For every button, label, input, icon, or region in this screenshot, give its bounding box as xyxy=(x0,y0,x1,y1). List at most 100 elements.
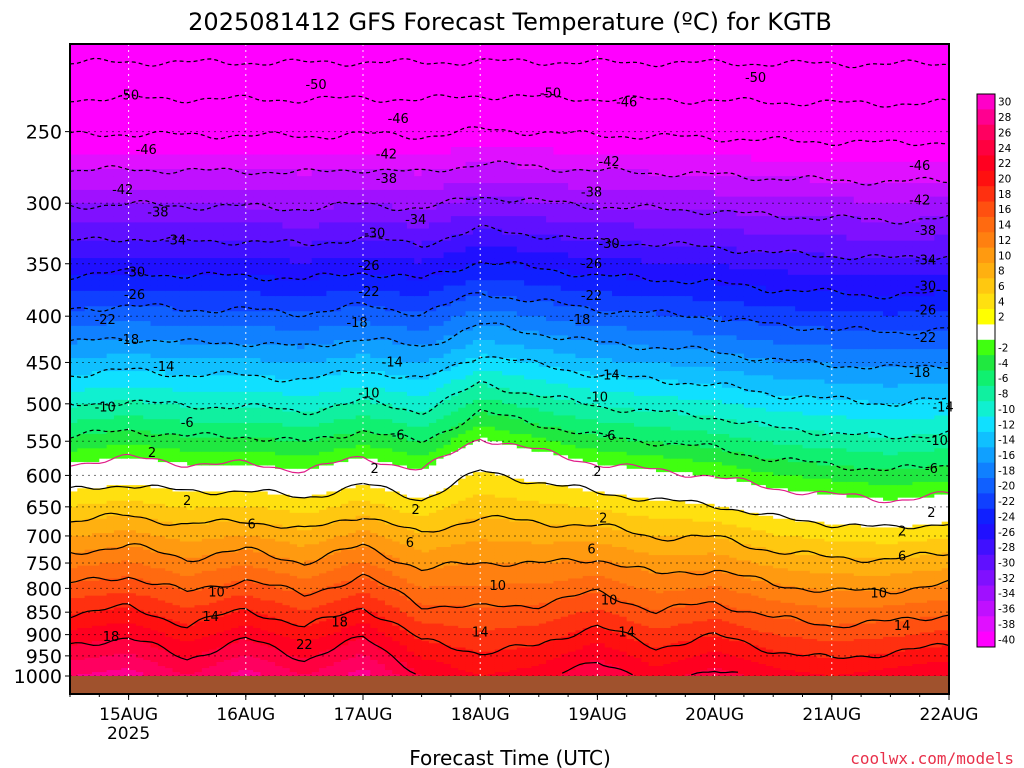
heatmap-cell xyxy=(165,475,174,480)
heatmap-cell xyxy=(70,222,78,230)
heatmap-cell xyxy=(282,339,291,346)
heatmap-cell xyxy=(84,203,93,211)
heatmap-cell xyxy=(135,189,144,198)
heatmap-cell xyxy=(121,518,130,523)
heatmap-cell xyxy=(99,209,108,217)
heatmap-cell xyxy=(157,311,166,317)
heatmap-cell xyxy=(157,664,166,667)
heatmap-cell xyxy=(238,549,247,554)
heatmap-cell xyxy=(253,196,262,204)
heatmap-cell xyxy=(113,518,122,523)
heatmap-cell xyxy=(150,672,159,675)
heatmap-cell xyxy=(253,98,262,108)
heatmap-cell xyxy=(201,521,210,526)
heatmap-cell xyxy=(143,590,152,594)
heatmap-cell xyxy=(99,638,108,642)
heatmap-cell xyxy=(99,580,108,585)
heatmap-cell xyxy=(209,527,218,531)
heatmap-cell xyxy=(209,280,218,287)
heatmap-cell xyxy=(289,183,298,191)
heatmap-cell xyxy=(121,651,130,655)
heatmap-cell xyxy=(172,568,181,572)
heatmap-cell xyxy=(216,123,225,133)
heatmap-cell xyxy=(201,430,210,435)
heatmap-cell xyxy=(128,451,137,456)
heatmap-cell xyxy=(99,422,108,428)
heatmap-cell xyxy=(135,488,144,493)
heatmap-cell xyxy=(165,568,174,572)
heatmap-cell xyxy=(143,544,152,548)
heatmap-cell xyxy=(84,509,93,514)
heatmap-cell xyxy=(70,674,78,677)
heatmap-cell xyxy=(282,621,291,625)
heatmap-cell xyxy=(143,628,152,631)
heatmap-cell xyxy=(91,455,100,460)
heatmap-cell xyxy=(128,176,137,184)
heatmap-cell xyxy=(128,139,137,148)
heatmap-cell xyxy=(282,666,291,669)
heatmap-cell xyxy=(282,557,291,561)
heatmap-cell xyxy=(157,573,166,577)
heatmap-cell xyxy=(150,437,159,442)
heatmap-cell xyxy=(216,330,225,336)
heatmap-cell xyxy=(223,222,232,230)
heatmap-cell xyxy=(91,63,100,73)
heatmap-cell xyxy=(201,475,210,480)
heatmap-cell xyxy=(238,263,247,270)
heatmap-cell xyxy=(201,258,210,265)
heatmap-cell xyxy=(201,552,210,556)
heatmap-cell xyxy=(267,649,276,653)
heatmap-cell xyxy=(187,593,196,597)
heatmap-cell xyxy=(275,280,284,287)
heatmap-cell xyxy=(194,391,203,397)
heatmap-cell xyxy=(157,607,166,611)
heatmap-cell xyxy=(187,391,196,397)
heatmap-cell xyxy=(209,488,218,493)
heatmap-cell xyxy=(70,161,78,170)
heatmap-cell xyxy=(231,44,240,55)
heatmap-cell xyxy=(99,444,108,449)
heatmap-cell xyxy=(282,90,291,100)
heatmap-cell xyxy=(194,662,203,665)
heatmap-cell xyxy=(70,176,78,184)
heatmap-cell xyxy=(238,670,247,673)
heatmap-cell xyxy=(150,269,159,276)
heatmap-cell xyxy=(267,391,276,397)
heatmap-cell xyxy=(99,353,108,359)
heatmap-cell xyxy=(70,353,78,359)
heatmap-cell xyxy=(194,651,203,655)
heatmap-cell xyxy=(201,203,210,211)
heatmap-cell xyxy=(143,641,152,644)
heatmap-cell xyxy=(157,538,166,543)
heatmap-cell xyxy=(179,335,188,341)
heatmap-cell xyxy=(267,246,276,253)
heatmap-cell xyxy=(165,506,174,511)
heatmap-cell xyxy=(201,607,210,611)
heatmap-cell xyxy=(179,530,188,534)
heatmap-cell xyxy=(113,451,122,456)
heatmap-cell xyxy=(113,263,122,270)
heatmap-cell xyxy=(231,530,240,534)
heatmap-cell xyxy=(135,672,144,675)
heatmap-cell xyxy=(91,497,100,502)
heatmap-cell xyxy=(289,475,298,480)
heatmap-cell xyxy=(77,541,86,545)
heatmap-cell xyxy=(253,81,262,91)
heatmap-cell xyxy=(275,509,284,514)
heatmap-cell xyxy=(84,246,93,253)
heatmap-cell xyxy=(157,280,166,287)
heatmap-cell xyxy=(245,602,254,606)
heatmap-cell xyxy=(70,362,78,368)
heatmap-cell xyxy=(70,638,78,642)
heatmap-cell xyxy=(201,246,210,253)
heatmap-cell xyxy=(187,375,196,381)
heatmap-cell xyxy=(275,575,284,580)
heatmap-cell xyxy=(282,263,291,270)
heatmap-cell xyxy=(143,274,152,281)
heatmap-cell xyxy=(70,621,78,625)
heatmap-cell xyxy=(275,555,284,559)
heatmap-cell xyxy=(282,437,291,442)
heatmap-cell xyxy=(113,653,122,657)
heatmap-cell xyxy=(135,306,144,312)
heatmap-cell xyxy=(231,72,240,83)
